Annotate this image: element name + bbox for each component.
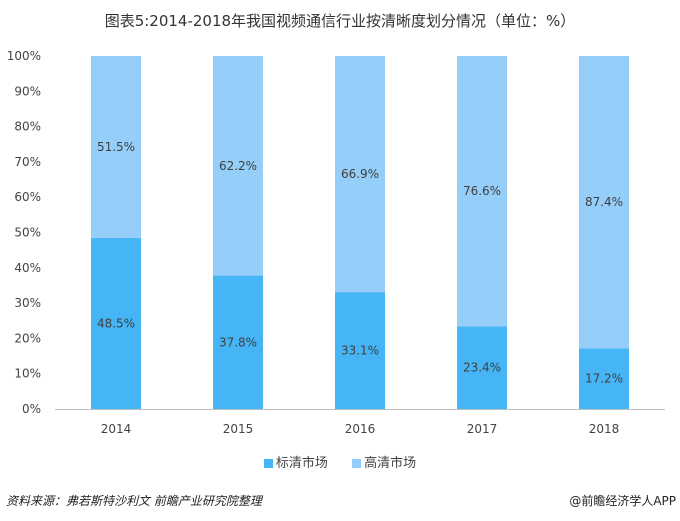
bar-sd-2018 [579,348,629,409]
data-label: 17.2% [585,372,623,386]
data-label: 51.5% [97,140,135,154]
y-tick-label: 0% [22,402,41,416]
data-label: 37.8% [219,335,257,349]
y-tick-label: 90% [14,84,41,98]
data-label: 76.6% [463,184,501,198]
bar-hd-2016 [335,56,385,293]
data-label: 66.9% [341,167,379,181]
bar-sd-2017 [457,326,507,409]
legend: 标清市场 高清市场 [0,452,680,471]
legend-swatch-sd [263,459,273,468]
y-tick-label: 70% [14,155,41,169]
y-tick-label: 30% [14,296,41,310]
x-tick-label: 2016 [345,422,376,436]
credit: @前瞻经济学人APP [569,494,676,508]
y-tick-label: 20% [14,331,41,345]
x-tick-label: 2015 [223,422,254,436]
bar-sd-2015 [213,275,263,409]
data-label: 48.5% [97,316,135,330]
chart-title: 图表5:2014-2018年我国视频通信行业按清晰度划分情况（单位：%） [104,12,576,30]
y-tick-label: 10% [14,367,41,381]
x-tick-label: 2017 [467,422,498,436]
x-tick-label: 2014 [101,422,132,436]
bar-hd-2014 [91,56,141,238]
data-label: 33.1% [341,344,379,358]
legend-item-sd: 标清市场 [263,452,328,471]
data-label: 62.2% [219,159,257,173]
y-tick-label: 40% [14,261,41,275]
bar-hd-2017 [457,56,507,327]
legend-item-hd: 高清市场 [352,452,416,471]
bar-hd-2015 [213,56,263,276]
data-label: 23.4% [463,361,501,375]
legend-label-sd: 标清市场 [275,456,328,471]
legend-swatch-hd [352,459,362,468]
bar-hd-2018 [579,56,629,349]
y-tick-label: 80% [14,120,41,134]
bar-sd-2016 [335,292,385,409]
y-tick-label: 100% [7,49,41,63]
y-tick-label: 50% [14,226,41,240]
bar-sd-2014 [91,237,141,409]
data-label: 87.4% [585,195,623,209]
x-tick-label: 2018 [589,422,620,436]
source-note: 资料来源：弗若斯特沙利文 前瞻产业研究院整理 [6,494,262,508]
legend-label-hd: 高清市场 [364,456,417,471]
y-tick-label: 60% [14,190,41,204]
